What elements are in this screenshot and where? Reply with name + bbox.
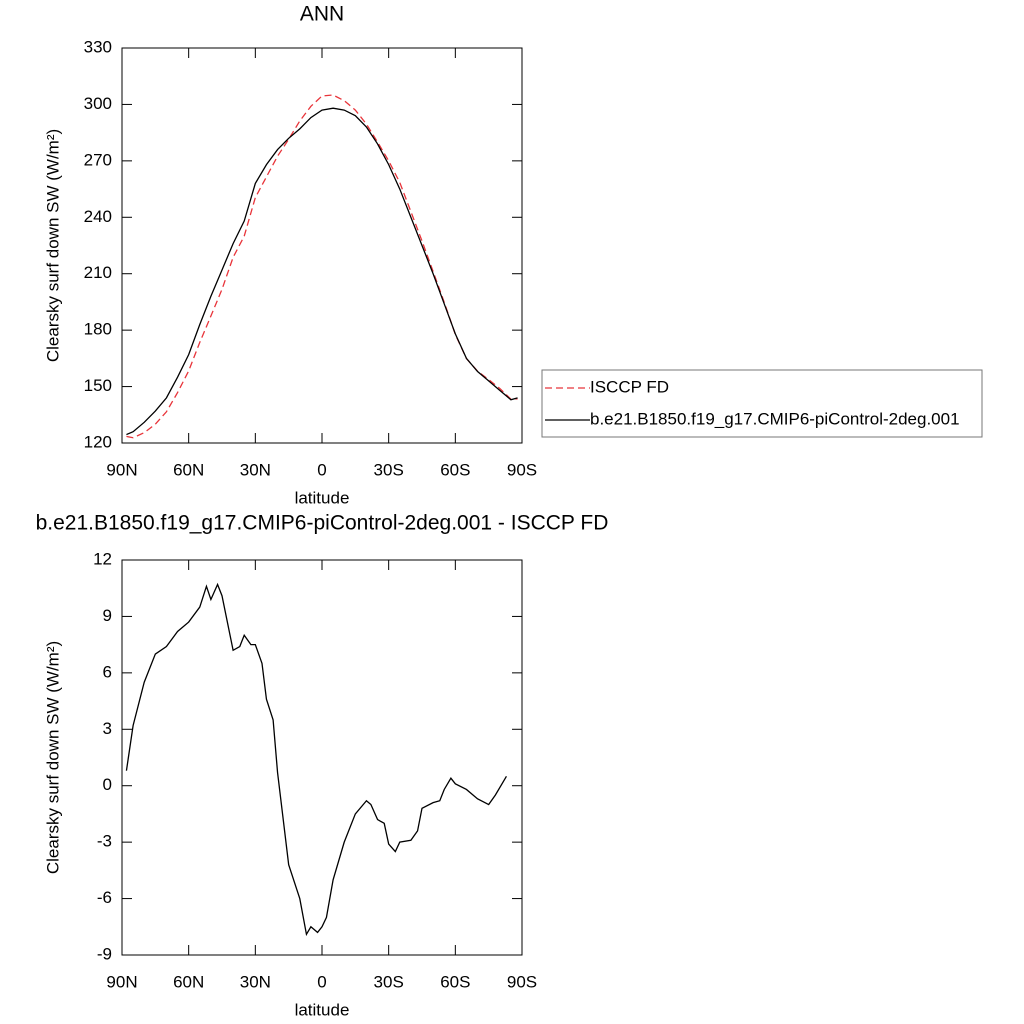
x-tick-label: 60N [173, 460, 204, 479]
y-axis-label: Clearsky surf down SW (W/m²) [43, 129, 62, 362]
y-tick-label: 180 [84, 320, 112, 339]
y-tick-label: 300 [84, 94, 112, 113]
x-tick-label: 0 [317, 972, 326, 991]
legend-label: b.e21.B1850.f19_g17.CMIP6-piControl-2deg… [590, 409, 960, 428]
x-tick-label: 90S [507, 460, 537, 479]
y-tick-label: 6 [103, 662, 112, 681]
series-line [126, 107, 518, 436]
y-tick-label: 270 [84, 150, 112, 169]
y-tick-label: 3 [103, 719, 112, 738]
plot-frame [121, 47, 523, 444]
y-tick-label: -6 [97, 888, 112, 907]
plot-frame [121, 559, 523, 956]
x-tick-label: 90S [507, 972, 537, 991]
y-tick-label: 240 [84, 207, 112, 226]
x-tick-label: 30S [374, 972, 404, 991]
y-tick-label: -9 [97, 944, 112, 963]
x-tick-label: 60S [440, 460, 470, 479]
x-tick-label: 90N [106, 972, 137, 991]
chart-title: ANN [300, 3, 344, 26]
y-axis-label: Clearsky surf down SW (W/m²) [43, 641, 62, 874]
y-tick-label: 150 [84, 376, 112, 395]
x-tick-label: 30N [240, 460, 271, 479]
y-tick-label: 9 [103, 606, 112, 625]
x-tick-label: 30S [374, 460, 404, 479]
x-tick-label: 90N [106, 460, 137, 479]
y-tick-label: 0 [103, 775, 112, 794]
y-tick-label: -3 [97, 832, 112, 851]
y-tick-label: 210 [84, 263, 112, 282]
legend-label: ISCCP FD [590, 377, 669, 396]
y-tick-label: 330 [84, 37, 112, 56]
series-line [126, 94, 518, 439]
x-tick-label: 60N [173, 972, 204, 991]
x-axis-label: latitude [295, 1000, 350, 1019]
x-tick-label: 0 [317, 460, 326, 479]
y-tick-label: 120 [84, 432, 112, 451]
x-tick-label: 30N [240, 972, 271, 991]
legend-box [541, 369, 983, 438]
chart-title: b.e21.B1850.f19_g17.CMIP6-piControl-2deg… [36, 512, 609, 535]
y-tick-label: 12 [93, 549, 112, 568]
x-axis-label: latitude [295, 488, 350, 507]
x-tick-label: 60S [440, 972, 470, 991]
series-line [125, 582, 507, 937]
